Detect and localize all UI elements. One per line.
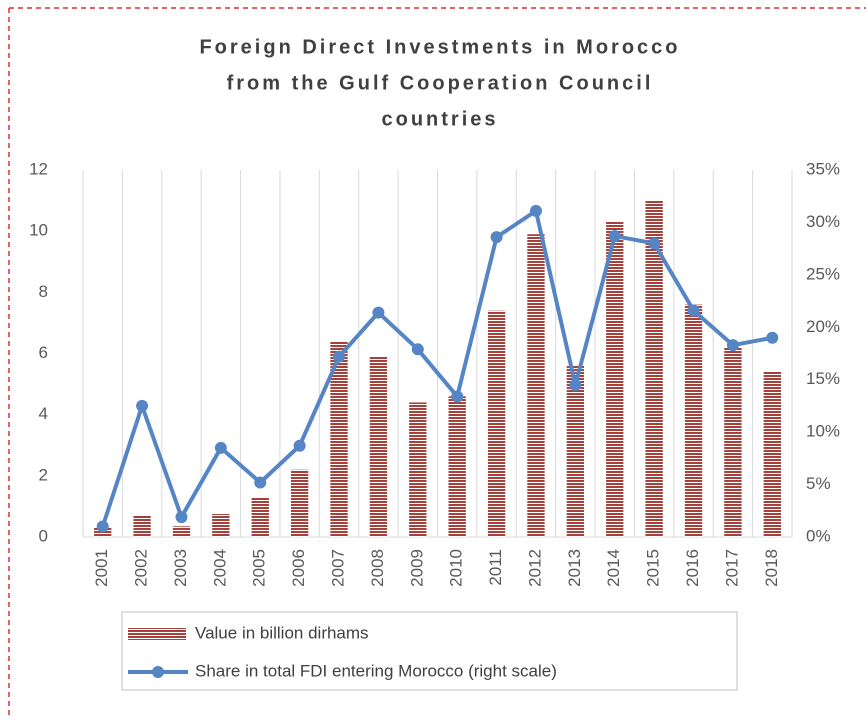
x-tick-label: 2016 [683, 549, 702, 587]
marker [293, 439, 306, 452]
x-tick-label: 2012 [525, 549, 544, 587]
marker [766, 331, 779, 344]
marker [529, 204, 542, 217]
bar [724, 347, 742, 537]
y-tick-label: 12 [29, 159, 48, 178]
marker [490, 231, 503, 244]
frame [8, 7, 866, 716]
y2-tick-label: 5% [806, 474, 831, 493]
x-tick-label: 2011 [486, 549, 505, 586]
bar [606, 221, 624, 537]
x-tick-label: 2007 [329, 549, 348, 587]
x-tick-label: 2013 [565, 549, 584, 587]
y2-tick-label: 25% [806, 264, 840, 283]
bar [645, 200, 663, 538]
x-tick-label: 2018 [762, 549, 781, 587]
legend-label: Value in billion dirhams [195, 623, 369, 642]
x-tick-label: 2009 [407, 549, 426, 587]
y-tick-label: 0 [39, 526, 48, 545]
x-tick-label: 2005 [250, 549, 269, 587]
y2-tick-label: 0% [806, 526, 831, 545]
y-tick-label: 4 [39, 404, 48, 423]
y-tick-label: 6 [39, 343, 48, 362]
legend-label: Share in total FDI entering Morocco (rig… [195, 661, 557, 680]
y2-tick-label: 15% [806, 369, 840, 388]
chart-title: Foreign Direct Investments in Morocco [199, 36, 680, 58]
y2-tick-label: 35% [806, 159, 840, 178]
legend-box [121, 611, 738, 691]
x-tick-label: 2006 [289, 549, 308, 587]
marker [175, 511, 188, 524]
marker [214, 441, 227, 454]
legend-swatch [152, 666, 164, 678]
bar [448, 396, 466, 537]
bar [330, 341, 348, 537]
marker [136, 399, 149, 412]
chart-title: countries [381, 108, 498, 130]
bar [133, 515, 151, 537]
legend-swatch [128, 628, 186, 640]
line [100, 208, 773, 528]
y2-tick-label: 10% [806, 422, 840, 441]
marker [569, 378, 582, 391]
bar [763, 371, 781, 537]
x-tick-label: 2010 [447, 549, 466, 587]
bar [172, 526, 191, 537]
bar [487, 310, 506, 537]
x-tick-label: 2017 [722, 549, 741, 587]
bar [290, 469, 309, 537]
marker [648, 237, 661, 250]
bar [684, 304, 703, 537]
x-tick-label: 2008 [368, 549, 387, 587]
x-tick-label: 2014 [604, 549, 623, 587]
y2-tick-label: 20% [806, 317, 840, 336]
y-tick-label: 8 [39, 282, 48, 301]
marker [372, 306, 385, 319]
marker [411, 343, 424, 356]
y2-tick-label: 30% [806, 212, 840, 231]
x-tick-label: 2015 [644, 549, 663, 587]
chart-title: from the Gulf Cooperation Council [227, 72, 654, 94]
marker [451, 390, 464, 403]
marker [687, 304, 700, 317]
bar [409, 402, 427, 537]
marker [96, 520, 109, 533]
bar [369, 356, 388, 537]
marker [608, 230, 621, 243]
bar [527, 234, 545, 537]
x-tick-label: 2004 [210, 549, 229, 587]
marker [333, 350, 346, 363]
marker [254, 476, 267, 489]
x-tick-label: 2002 [132, 549, 151, 587]
marker [726, 339, 739, 352]
x-tick-label: 2001 [92, 549, 111, 587]
bar [251, 497, 269, 537]
bar [566, 365, 585, 537]
y-tick-label: 2 [39, 465, 48, 484]
x-tick-label: 2003 [171, 549, 190, 587]
y-tick-label: 10 [29, 221, 48, 240]
bar [212, 514, 230, 537]
